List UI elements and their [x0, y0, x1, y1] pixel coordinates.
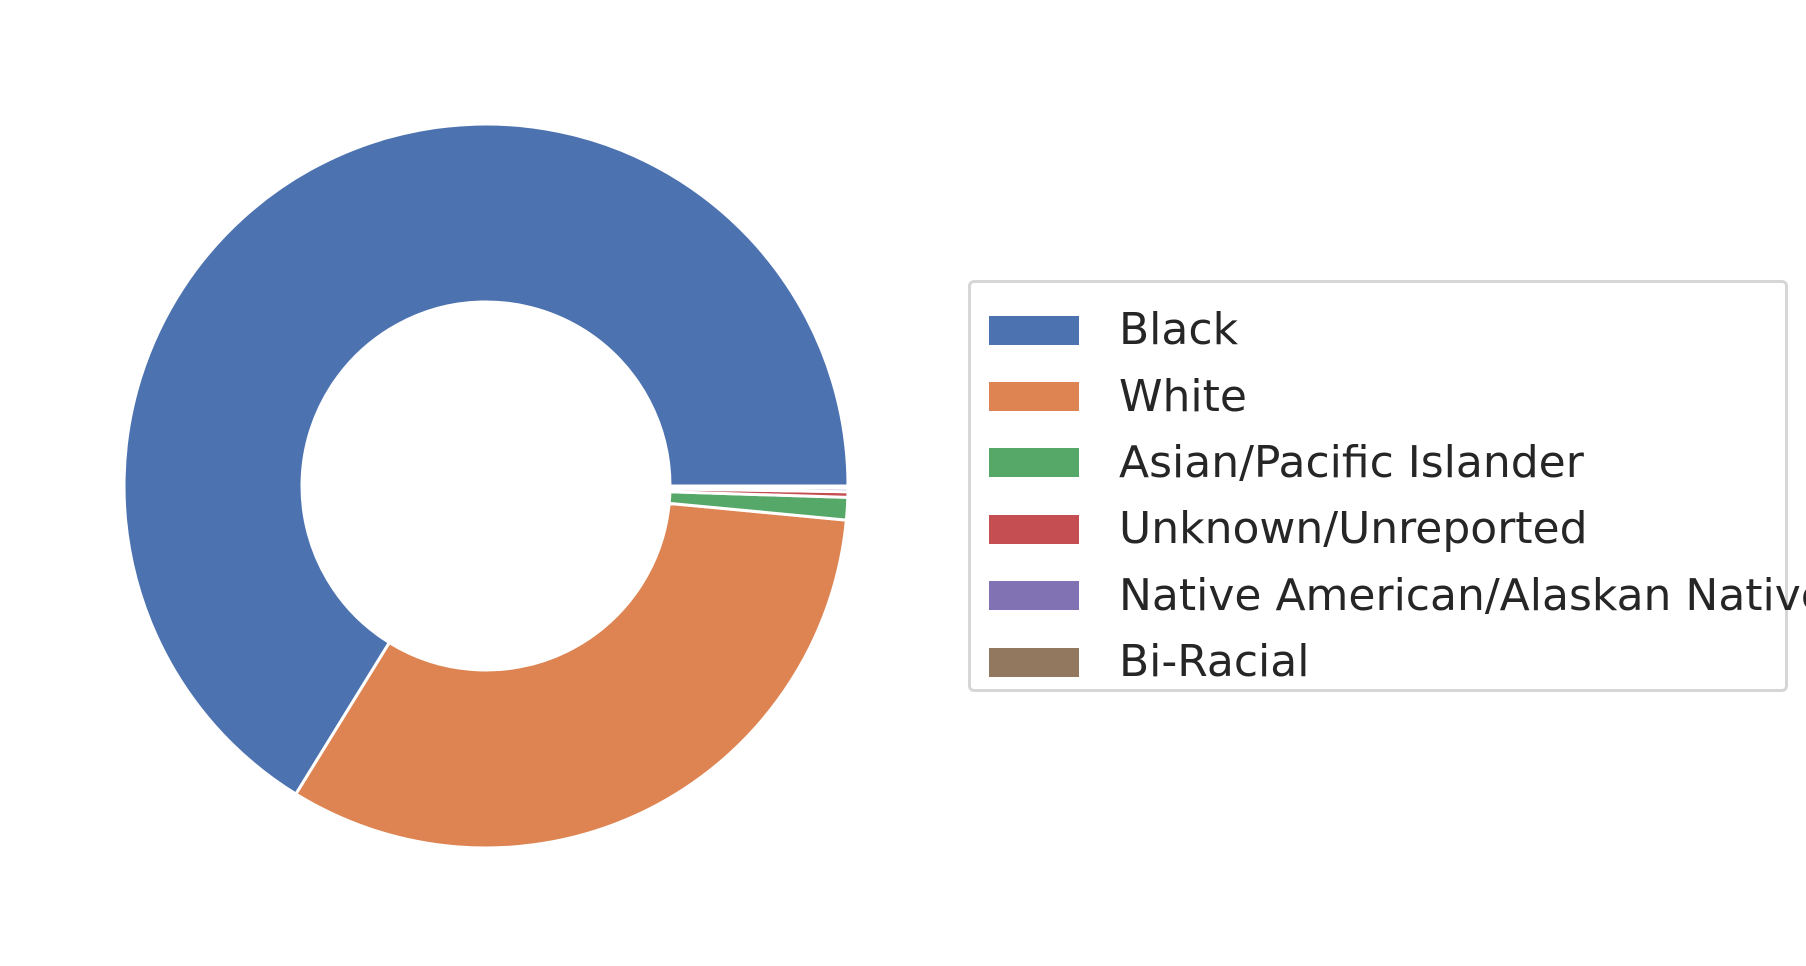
legend-item: White	[989, 363, 1769, 429]
legend-label: Asian/Pacific Islander	[1119, 436, 1584, 488]
donut-slices	[122, 122, 850, 850]
donut-slice-bi-racial	[668, 484, 850, 490]
legend-item: Native American/Alaskan Native	[989, 563, 1806, 629]
legend-swatch	[989, 382, 1079, 412]
legend-item: Unknown/Unreported	[989, 496, 1769, 562]
donut-slice-white	[294, 501, 848, 850]
legend-label: Bi-Racial	[1119, 636, 1310, 688]
legend-item: Asian/Pacific Islander	[989, 430, 1769, 496]
legend-swatch	[989, 514, 1079, 544]
donut-slice-black	[122, 122, 850, 796]
legend: Black White Asian/Pacific Islander Unkno…	[968, 280, 1806, 695]
legend-label: Native American/Alaskan Native	[1119, 569, 1806, 621]
legend-swatch	[989, 448, 1079, 478]
legend-label: Unknown/Unreported	[1119, 503, 1588, 555]
legend-swatch	[989, 581, 1079, 611]
legend-item: Bi-Racial	[989, 629, 1769, 695]
legend-label: Black	[1119, 304, 1239, 356]
legend-swatch	[989, 315, 1079, 345]
legend-label: White	[1119, 370, 1247, 422]
legend-item: Black	[989, 297, 1769, 363]
legend-swatch	[989, 647, 1079, 677]
